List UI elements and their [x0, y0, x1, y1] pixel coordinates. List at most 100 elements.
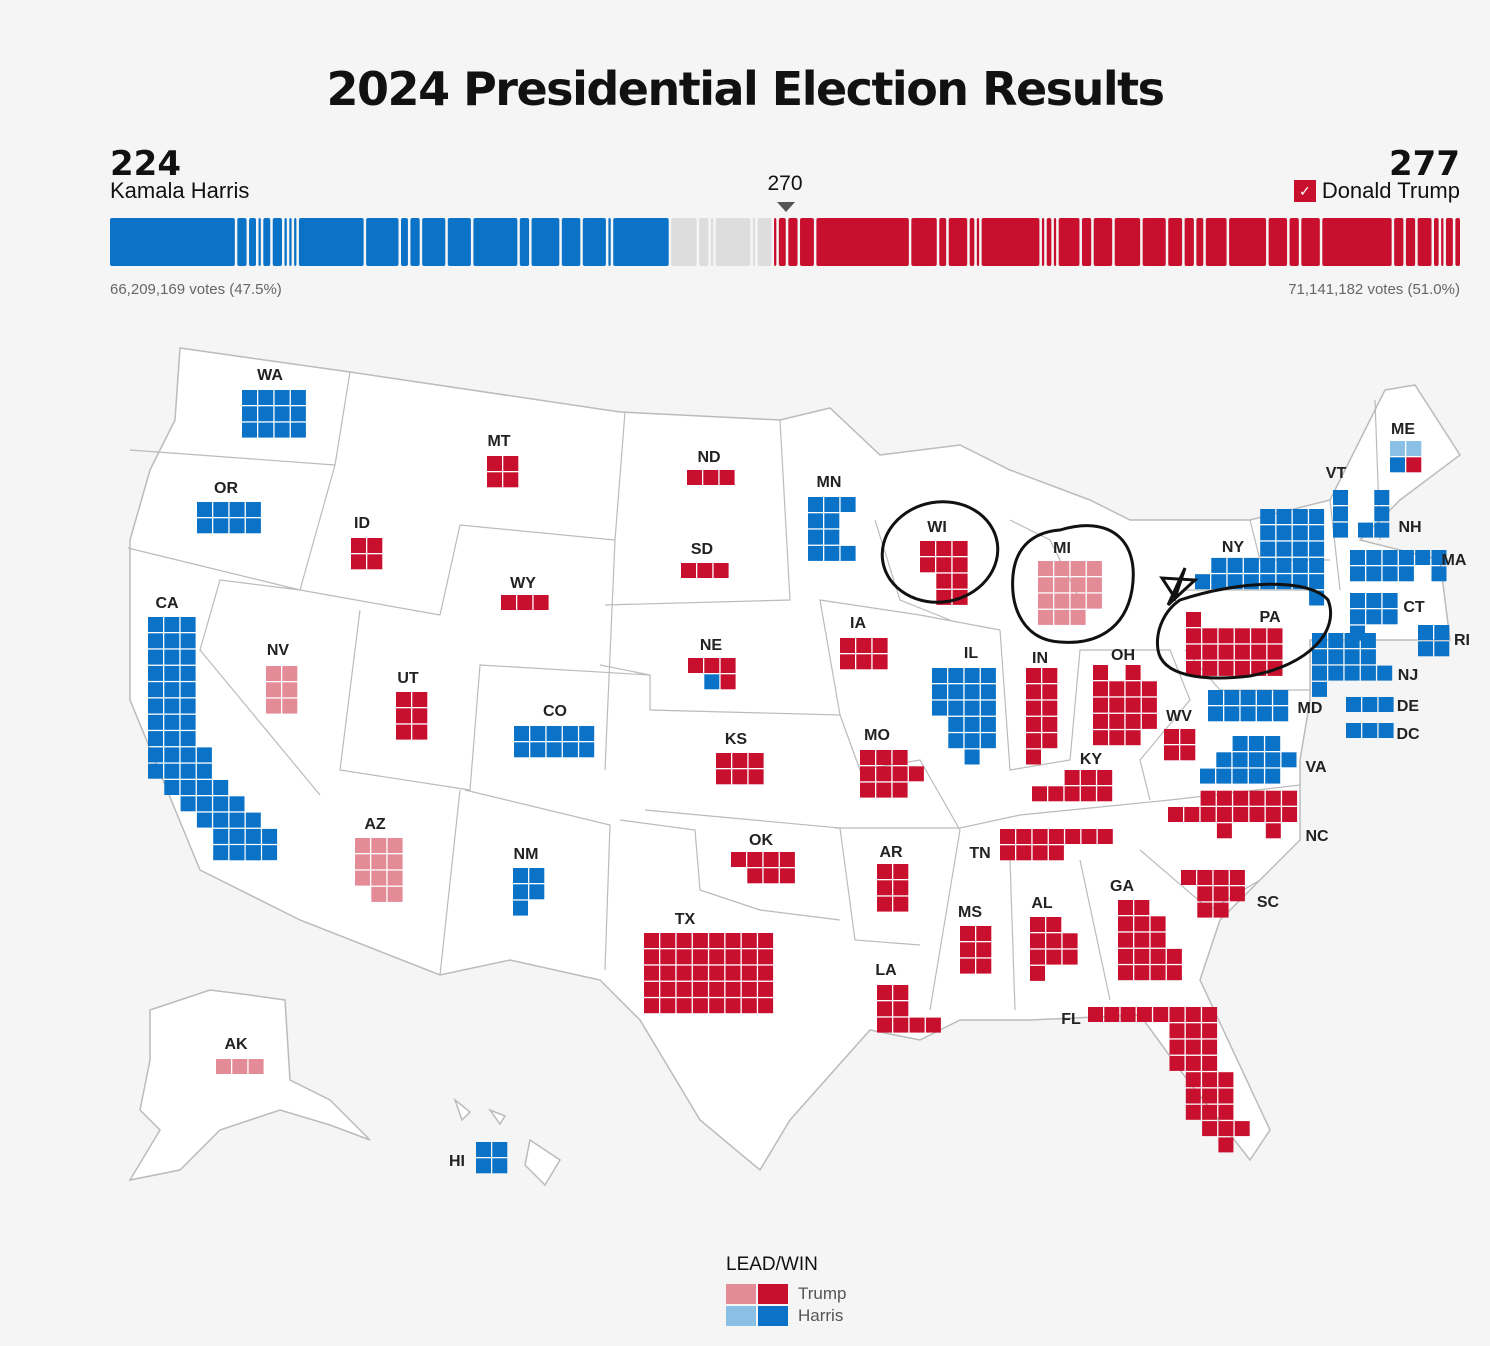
bar-segment	[1268, 218, 1288, 266]
state-il[interactable]: IL	[932, 645, 996, 765]
ev-tile	[741, 981, 757, 997]
state-vt[interactable]: VT	[1326, 465, 1348, 538]
ev-tile	[920, 541, 935, 556]
ev-tile	[533, 595, 549, 610]
ev-tile	[164, 698, 180, 714]
state-al[interactable]: AL	[1030, 895, 1078, 981]
ev-tile	[1202, 1055, 1218, 1071]
bar-segment	[298, 218, 364, 266]
ev-tile	[1366, 609, 1382, 625]
state-co[interactable]: CO	[514, 703, 595, 758]
state-dc[interactable]: DC	[1346, 723, 1420, 743]
ev-tile	[1276, 525, 1292, 541]
ev-tile	[1150, 948, 1166, 964]
ev-tile	[660, 949, 676, 965]
ev-tile	[1431, 566, 1447, 582]
state-label: CO	[543, 703, 567, 720]
ev-tile	[660, 965, 676, 981]
state-wy[interactable]: WY	[501, 575, 549, 610]
ev-tile	[1046, 933, 1062, 949]
state-la[interactable]: LA	[875, 962, 941, 1033]
state-wv[interactable]: WV	[1164, 708, 1196, 761]
state-ia[interactable]: IA	[840, 615, 888, 670]
ev-tile	[1097, 786, 1113, 802]
state-ms[interactable]: MS	[958, 904, 992, 974]
state-wi[interactable]: WI	[920, 519, 968, 605]
ev-tile	[1344, 665, 1360, 681]
state-hi[interactable]: HI	[449, 1142, 508, 1174]
state-ct[interactable]: CT	[1350, 593, 1425, 641]
ev-tile	[1232, 752, 1248, 768]
state-va[interactable]: VA	[1200, 736, 1327, 784]
ev-tile	[644, 965, 659, 981]
state-or[interactable]: OR	[197, 480, 261, 534]
bar-segment	[284, 218, 287, 266]
state-ma[interactable]: MA	[1350, 550, 1467, 582]
state-nm[interactable]: NM	[513, 846, 545, 916]
state-ks[interactable]: KS	[716, 731, 764, 785]
state-id[interactable]: ID	[351, 515, 383, 570]
bar-segment	[1168, 218, 1183, 266]
state-in[interactable]: IN	[1026, 650, 1058, 765]
state-de[interactable]: DE	[1346, 697, 1419, 715]
state-ri[interactable]: RI	[1418, 625, 1470, 657]
ev-tile	[1038, 593, 1053, 609]
state-label: NC	[1305, 828, 1329, 845]
state-mt[interactable]: MT	[487, 433, 519, 488]
state-sc[interactable]: SC	[1181, 870, 1280, 918]
state-nh[interactable]: NH	[1358, 490, 1422, 538]
ev-tile	[579, 726, 595, 741]
state-label: VA	[1305, 759, 1326, 776]
state-mi[interactable]: MI	[1038, 540, 1102, 625]
ev-tile	[1366, 593, 1382, 608]
ev-tile	[1248, 768, 1264, 784]
ev-tile	[1208, 690, 1223, 705]
ev-tile	[530, 726, 546, 741]
ev-tile	[387, 838, 403, 853]
state-sd[interactable]: SD	[681, 541, 729, 578]
state-nj[interactable]: NJ	[1312, 633, 1418, 697]
ev-tile	[1366, 550, 1382, 565]
state-ky[interactable]: KY	[1032, 751, 1113, 802]
state-ak[interactable]: AK	[216, 1036, 264, 1074]
ev-tile	[1248, 752, 1264, 768]
ev-tile	[1234, 1121, 1250, 1137]
state-label: NV	[267, 642, 290, 659]
state-ok[interactable]: OK	[731, 832, 795, 884]
ev-tile	[964, 716, 980, 732]
ev-tile	[229, 518, 245, 534]
ev-tile	[503, 472, 519, 488]
state-ne[interactable]: NE	[688, 637, 736, 690]
ev-tile	[808, 513, 823, 529]
ev-tile	[824, 545, 840, 561]
ev-tile	[1251, 644, 1267, 660]
state-nd[interactable]: ND	[687, 449, 735, 485]
ev-tile	[579, 742, 595, 758]
state-tx[interactable]: TX	[644, 911, 774, 1014]
ev-tile	[266, 666, 281, 681]
state-oh[interactable]: OH	[1093, 647, 1157, 746]
state-ga[interactable]: GA	[1110, 878, 1182, 981]
state-ut[interactable]: UT	[396, 670, 428, 740]
ev-tile	[1038, 577, 1053, 593]
state-label: MI	[1053, 540, 1071, 557]
state-ca[interactable]: CA	[148, 595, 278, 861]
bar-segment	[1114, 218, 1141, 266]
state-tn[interactable]: TN	[969, 829, 1113, 862]
state-nv[interactable]: NV	[266, 642, 298, 714]
state-mn[interactable]: MN	[808, 474, 856, 561]
state-fl[interactable]: FL	[1061, 1007, 1250, 1153]
ev-tile	[1309, 574, 1325, 590]
ev-tile	[877, 1017, 892, 1033]
state-az[interactable]: AZ	[355, 816, 403, 902]
state-md[interactable]: MD	[1208, 690, 1323, 722]
state-label: MD	[1298, 700, 1323, 717]
state-label: UT	[397, 670, 419, 687]
bar-segment	[969, 218, 975, 266]
state-nc[interactable]: NC	[1168, 790, 1329, 845]
state-ar[interactable]: AR	[877, 844, 909, 912]
state-mo[interactable]: MO	[860, 727, 924, 798]
state-me[interactable]: ME	[1390, 421, 1422, 473]
state-wa[interactable]: WA	[242, 367, 306, 438]
